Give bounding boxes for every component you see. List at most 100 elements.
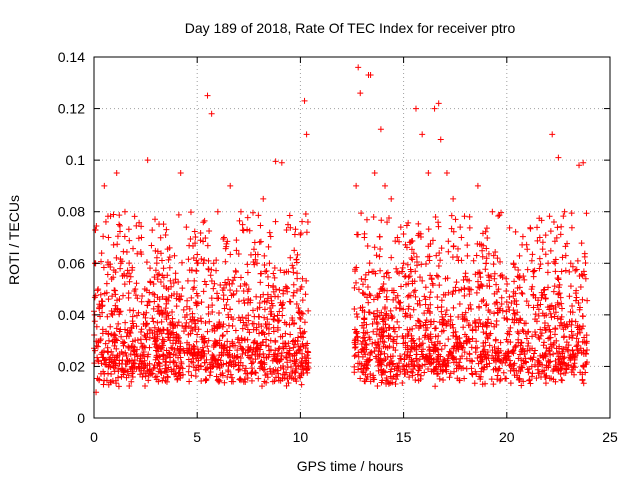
data-point [583, 210, 590, 217]
data-point [97, 337, 104, 344]
data-point [351, 369, 358, 376]
data-point [516, 375, 523, 382]
data-point [583, 347, 590, 354]
data-point [568, 328, 575, 335]
data-point [247, 251, 254, 258]
data-point [144, 353, 151, 360]
data-point [261, 252, 268, 259]
data-point [357, 375, 364, 382]
data-point [552, 365, 559, 372]
data-point [190, 359, 197, 366]
data-point [392, 238, 399, 245]
data-point [108, 348, 115, 355]
data-point [166, 264, 173, 271]
data-point [436, 340, 443, 347]
data-point [207, 272, 214, 279]
data-point [248, 351, 255, 358]
data-point [378, 371, 385, 378]
data-point [232, 327, 239, 334]
data-point [131, 357, 138, 364]
data-point [390, 336, 397, 343]
data-point [161, 338, 168, 345]
data-point [478, 365, 485, 372]
data-point [497, 358, 504, 365]
data-point [100, 233, 107, 240]
data-point [126, 382, 133, 389]
data-point [520, 273, 527, 280]
data-point [490, 261, 497, 268]
data-point [540, 354, 547, 361]
data-point [294, 270, 301, 277]
data-point [303, 342, 310, 349]
data-point [412, 268, 419, 275]
data-point [556, 281, 563, 288]
data-point [367, 72, 374, 79]
data-point [224, 374, 231, 381]
data-point [425, 358, 432, 365]
data-point [473, 252, 480, 259]
data-point [543, 372, 550, 379]
data-point [491, 323, 498, 330]
data-point [352, 268, 359, 275]
data-point [222, 258, 229, 265]
data-point [272, 293, 279, 300]
data-point [363, 216, 370, 223]
data-point [184, 297, 191, 304]
data-point [484, 319, 491, 326]
y-tick-label: 0.14 [58, 49, 85, 65]
data-point [387, 353, 394, 360]
data-point [264, 316, 271, 323]
data-point [164, 374, 171, 381]
data-point [129, 264, 136, 271]
data-point [128, 378, 135, 385]
data-point [584, 359, 591, 366]
data-point [496, 365, 503, 372]
data-point [236, 376, 243, 383]
data-point [417, 372, 424, 379]
data-point [574, 346, 581, 353]
data-point [580, 323, 587, 330]
data-point [422, 301, 429, 308]
data-point [572, 318, 579, 325]
data-point [409, 344, 416, 351]
data-point [150, 365, 157, 372]
data-point [422, 361, 429, 368]
data-point [512, 228, 519, 235]
data-point [185, 331, 192, 338]
data-point [430, 359, 437, 366]
data-point [146, 298, 153, 305]
data-point [364, 373, 371, 380]
data-point [99, 354, 106, 361]
data-point [208, 278, 215, 285]
data-point [244, 214, 251, 221]
data-point [358, 210, 365, 217]
data-point [503, 298, 510, 305]
data-point [128, 343, 135, 350]
data-point [497, 347, 504, 354]
data-point [276, 317, 283, 324]
data-point [425, 366, 432, 373]
data-point [302, 291, 309, 298]
data-point [210, 260, 217, 267]
data-point [428, 318, 435, 325]
data-point [525, 328, 532, 335]
data-point [261, 378, 268, 385]
data-point [558, 223, 565, 230]
data-point [374, 292, 381, 299]
data-point [298, 309, 305, 316]
data-point [580, 380, 587, 387]
data-point [554, 350, 561, 357]
data-point [444, 275, 451, 282]
data-point [268, 308, 275, 315]
data-point [516, 274, 523, 281]
data-point [485, 316, 492, 323]
data-point [436, 375, 443, 382]
data-point [441, 342, 448, 349]
data-point [492, 248, 499, 255]
data-point [297, 343, 304, 350]
data-point [237, 274, 244, 281]
data-point [116, 221, 123, 228]
data-point [575, 326, 582, 333]
data-point [197, 362, 204, 369]
data-point [495, 212, 502, 219]
